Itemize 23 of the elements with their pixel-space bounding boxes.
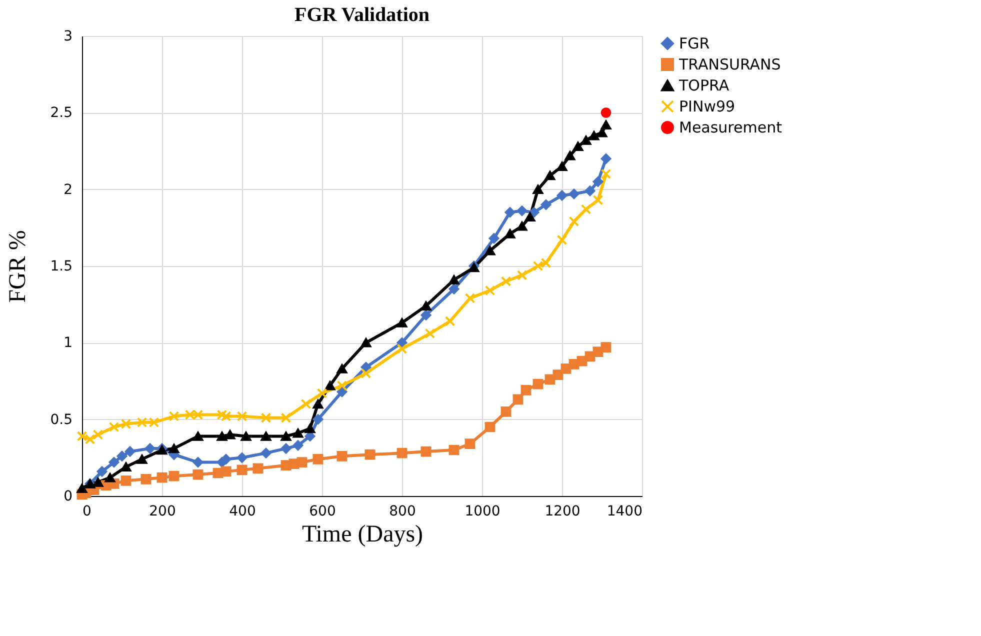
x-tick-label: 1200 bbox=[544, 504, 580, 520]
x-tick-label: 600 bbox=[309, 504, 336, 520]
x-tick-label: 1400 bbox=[606, 504, 642, 520]
x-tick-label: 200 bbox=[149, 504, 176, 520]
chart-title: FGR Validation bbox=[294, 4, 430, 26]
y-tick-label: 2 bbox=[64, 182, 72, 198]
y-tick-label: 2.5 bbox=[50, 105, 72, 122]
legend-label: TOPRA bbox=[678, 76, 730, 94]
x-axis-title: Time (Days) bbox=[302, 522, 424, 548]
y-tick-label: 3 bbox=[64, 28, 72, 44]
x-tick-label: 800 bbox=[389, 504, 416, 520]
x-tick-label: 400 bbox=[229, 504, 256, 520]
y-tick-label: 0.5 bbox=[50, 412, 72, 428]
y-tick-label: 1 bbox=[64, 335, 72, 352]
y-tick-label: 1.5 bbox=[50, 258, 72, 274]
y-tick-label: 0 bbox=[64, 488, 72, 504]
y-axis-title: FGR % bbox=[5, 230, 32, 303]
legend-label: PINw99 bbox=[679, 98, 736, 116]
legend-label: TRANSURANS bbox=[678, 56, 781, 74]
x-tick-label: 0 bbox=[82, 504, 92, 520]
x-tick-label: 1000 bbox=[464, 504, 500, 520]
legend-label: FGR bbox=[679, 34, 710, 52]
legend-label: Measurement bbox=[679, 118, 782, 136]
